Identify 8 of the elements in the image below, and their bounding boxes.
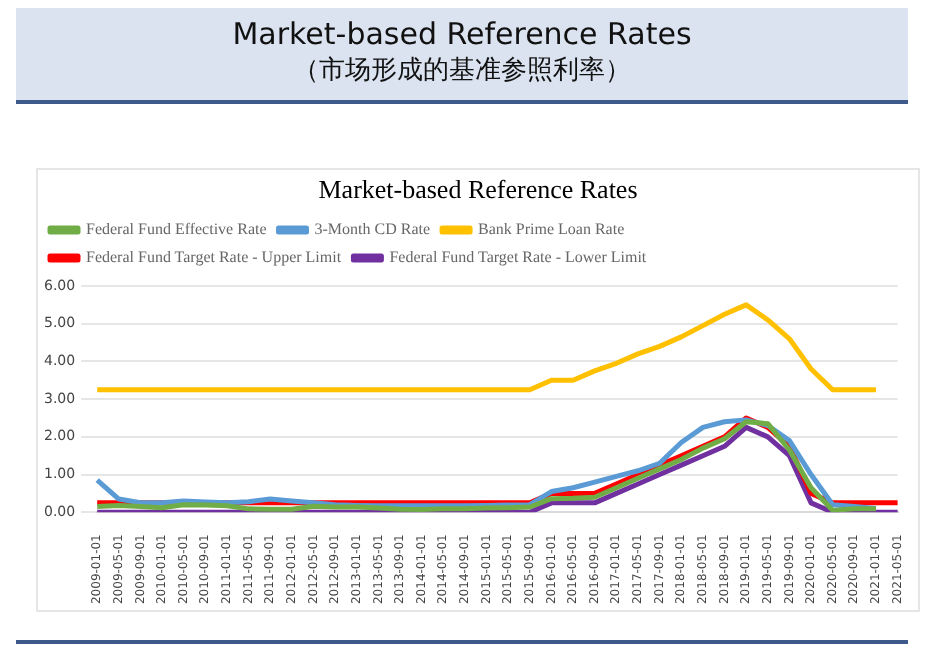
legend-label: Federal Fund Target Rate - Lower Limit xyxy=(389,248,648,267)
legend-label: Bank Prime Loan Rate xyxy=(478,220,626,239)
chart-subtitle: （市场形成的基准参照利率） xyxy=(291,54,633,90)
legend-label: Federal Fund Effective Rate xyxy=(86,220,268,239)
legend-label: 3-Month CD Rate xyxy=(314,220,431,239)
text: Market-based Reference Rates xyxy=(318,173,638,204)
legend-label: Federal Fund Target Rate - Upper Limit xyxy=(86,248,343,267)
chart-title: Market-based Reference Rates xyxy=(230,14,694,54)
